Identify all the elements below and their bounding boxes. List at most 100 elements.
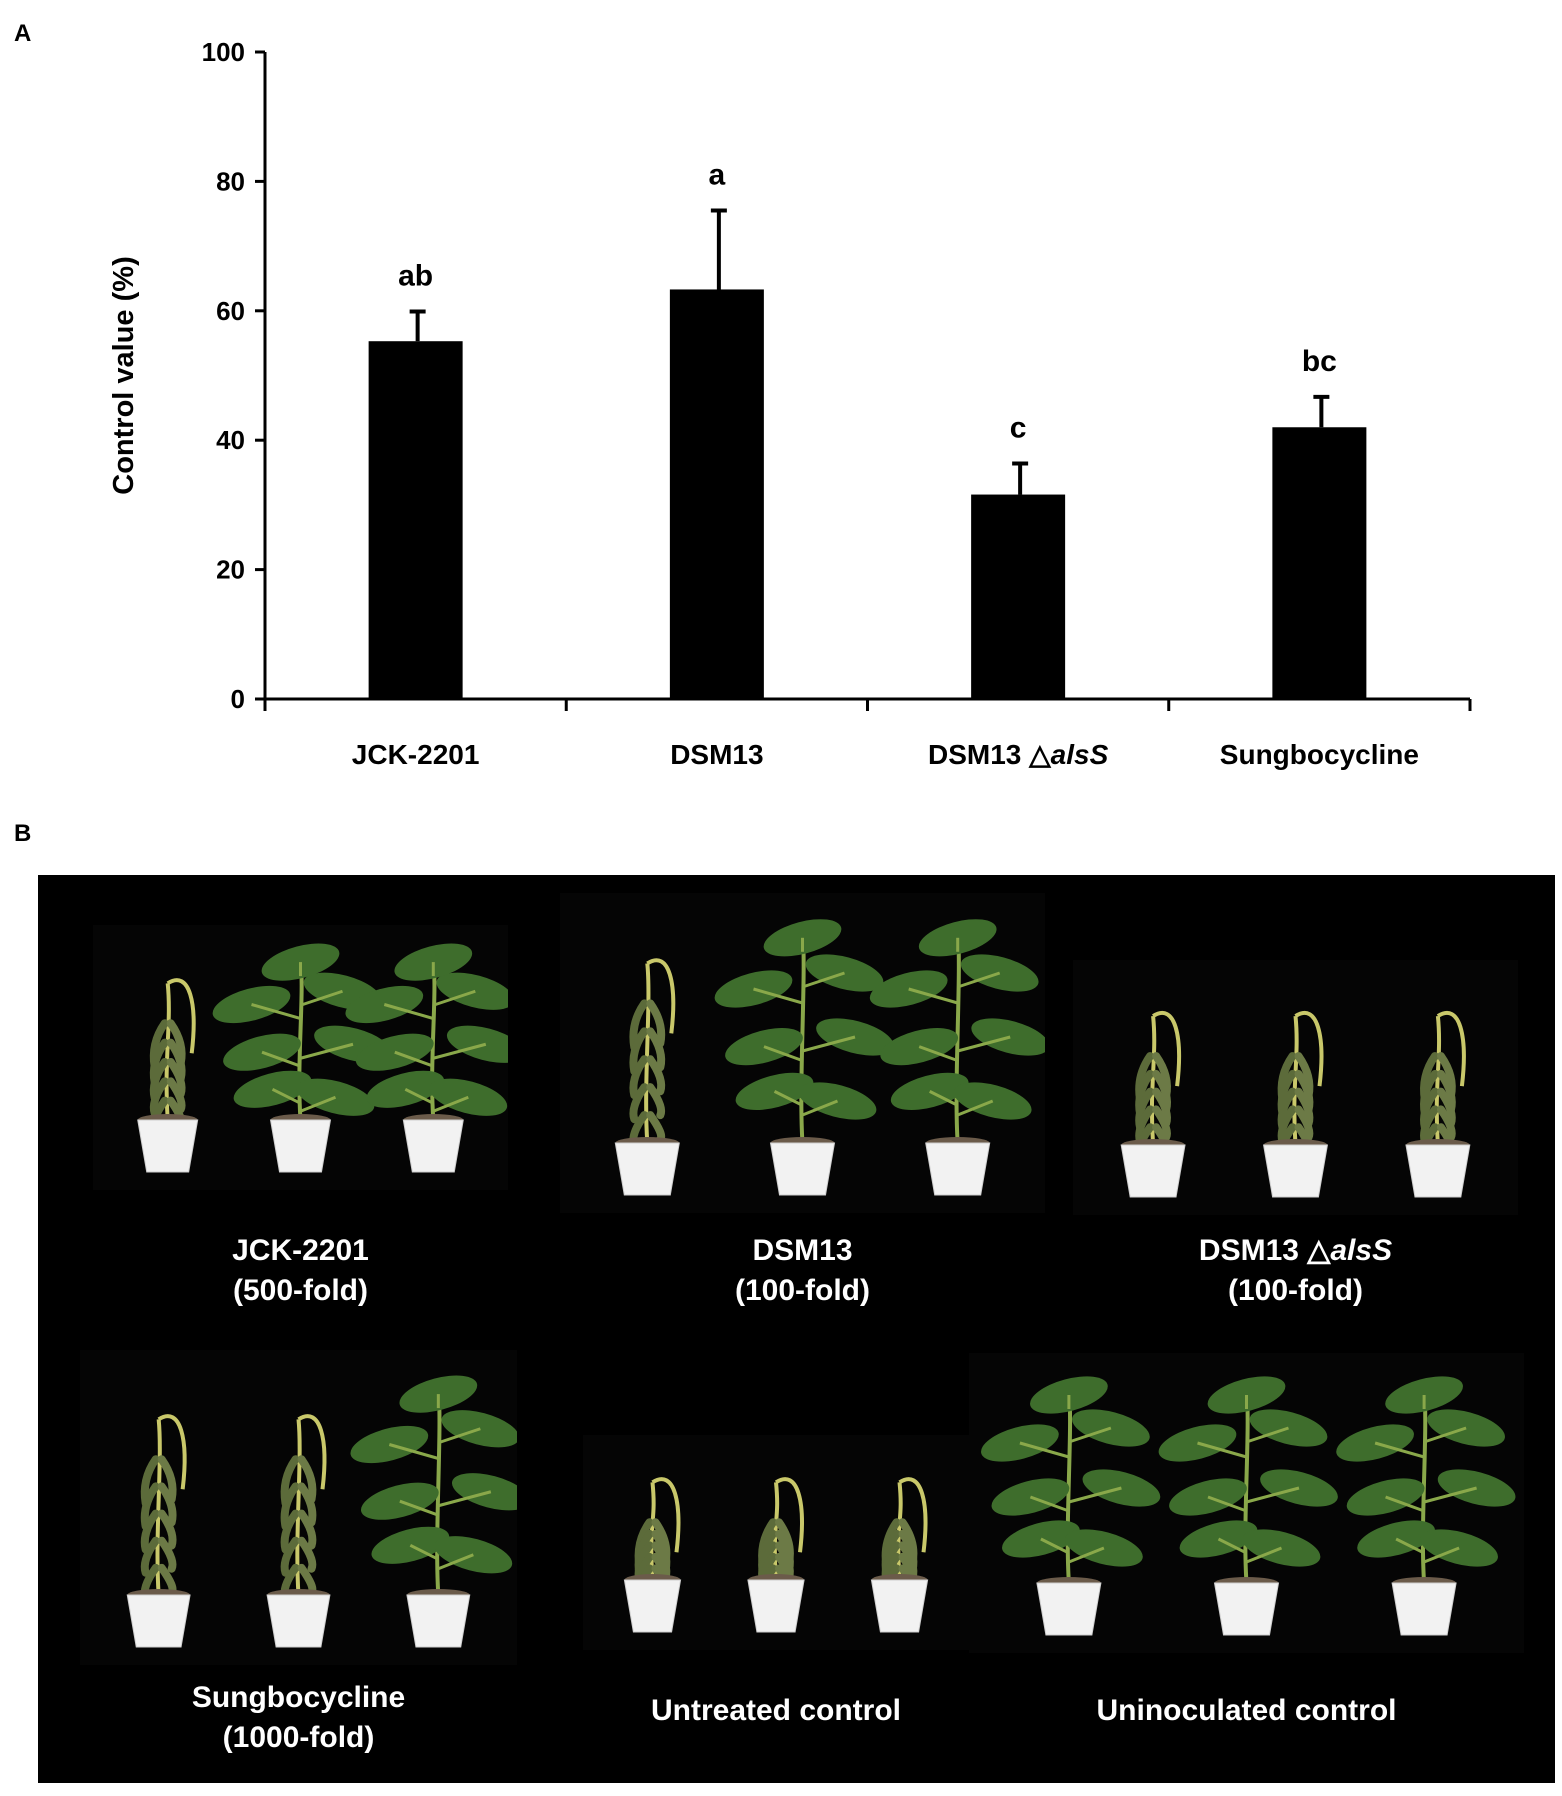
- wilted-tip: [774, 1477, 804, 1553]
- wilted-leaf: [297, 1509, 317, 1550]
- plant-leaf: [1427, 1409, 1505, 1447]
- photo-untreated: [583, 1435, 969, 1650]
- plant-petiole: [802, 1035, 856, 1053]
- plant-petiole: [251, 1003, 301, 1020]
- plant-leaf: [451, 1473, 517, 1511]
- pot: [747, 1579, 805, 1633]
- bar: [971, 494, 1066, 699]
- y-tick-label: 40: [216, 425, 245, 455]
- panel-b-letter: B: [14, 820, 32, 847]
- plant-leaf: [763, 919, 842, 957]
- pot: [137, 1119, 199, 1173]
- pot: [1405, 1144, 1471, 1198]
- wilted-leaf: [140, 1482, 160, 1531]
- pot: [1391, 1582, 1457, 1636]
- plant-leaf: [360, 1482, 439, 1520]
- caption-sungbocycline-line2: (1000-fold): [222, 1721, 375, 1754]
- plant-petiole: [1068, 1546, 1105, 1564]
- plant-leaf: [394, 943, 473, 981]
- caption-sungbocycline-line1: Sungbocycline: [191, 1681, 406, 1714]
- x-category-label: DSM13: [670, 739, 763, 770]
- y-tick-label: 60: [216, 296, 245, 326]
- plant-petiole: [383, 1003, 434, 1020]
- x-category-label-main: DSM13: [670, 739, 763, 770]
- wilted-leaf: [297, 1455, 317, 1504]
- plant-petiole: [399, 1499, 439, 1517]
- wilted-leaf: [646, 1083, 666, 1120]
- plant-petiole: [404, 1087, 434, 1105]
- x-category-label: JCK-2201: [352, 739, 480, 770]
- plant-petiole: [1423, 1546, 1460, 1564]
- plant-petiole: [299, 1095, 337, 1113]
- plant-petiole: [271, 1087, 302, 1105]
- wilted-leaf: [140, 1536, 160, 1577]
- bar: [1272, 427, 1367, 699]
- wilted-leaf: [629, 1083, 649, 1124]
- wilted-leaf: [629, 1055, 649, 1100]
- plant-leaf: [1437, 1469, 1516, 1507]
- caption-jck2201-line2: (500-fold): [233, 1274, 368, 1307]
- wilted-tip: [1436, 1011, 1466, 1087]
- wilted-leaf: [157, 1536, 177, 1573]
- caption-dsm13-line1: DSM13: [752, 1234, 853, 1267]
- plant-petiole: [437, 1427, 481, 1445]
- pot: [1213, 1582, 1280, 1636]
- wilted-leaf: [280, 1536, 300, 1577]
- plant-petiole: [261, 1050, 302, 1068]
- y-tick-label: 0: [231, 684, 245, 714]
- plant-petiole: [1423, 1426, 1467, 1444]
- pot: [623, 1579, 682, 1633]
- wilted-leaf: [297, 1482, 317, 1527]
- pot: [266, 1594, 331, 1648]
- photo-jck2201: [93, 925, 508, 1190]
- plant-petiole: [437, 1553, 474, 1571]
- caption-dsm13-alss-line1: DSM13 △alsS: [1073, 1231, 1518, 1271]
- pot: [126, 1594, 191, 1648]
- caption-uninoculated: Uninoculated control: [969, 1691, 1524, 1731]
- pot: [1120, 1144, 1186, 1198]
- plant-leaf: [446, 1025, 508, 1063]
- caption-dsm13-alss-line2: (100-fold): [1228, 1274, 1363, 1307]
- bar-chart: 0 20 40 60 80 100 Control value (%) ab JCK-2201 a…: [108, 37, 1472, 770]
- plant-petiole: [388, 1443, 439, 1460]
- plant-petiole: [1395, 1537, 1425, 1555]
- caption-jck2201-line1: JCK-2201: [232, 1234, 369, 1267]
- plant-leaf: [261, 943, 340, 981]
- plant-petiole: [1423, 1486, 1477, 1504]
- pot: [1262, 1144, 1329, 1198]
- wilted-leaf: [1436, 1105, 1456, 1142]
- plant-stem: [155, 1419, 162, 1596]
- y-tick-label: 20: [216, 555, 245, 585]
- wilted-leaf: [157, 1455, 177, 1504]
- plant-petiole: [957, 1099, 994, 1117]
- plant-stem: [295, 1419, 302, 1596]
- wilted-tip: [1294, 1011, 1324, 1087]
- pot: [614, 1142, 680, 1196]
- plant-petiole: [763, 1045, 804, 1063]
- plant-petiole: [773, 1090, 804, 1107]
- y-tick-label: 80: [216, 166, 245, 196]
- significance-label: c: [1010, 411, 1027, 444]
- wilted-leaf: [1294, 1105, 1314, 1142]
- plant-petiole: [908, 987, 959, 1005]
- wilted-leaf: [157, 1509, 177, 1550]
- plant-petiole: [1217, 1537, 1248, 1555]
- y-axis-label: Control value (%): [108, 256, 140, 494]
- plant-stem: [644, 963, 651, 1144]
- plant-petiole: [957, 1035, 1011, 1053]
- plant-petiole: [300, 989, 343, 1007]
- plant-petiole: [1197, 1441, 1247, 1459]
- wilted-leaf: [646, 999, 666, 1048]
- photo-sungbocycline: [80, 1350, 517, 1665]
- pot: [1036, 1582, 1102, 1636]
- plant-leaf: [355, 1033, 434, 1071]
- x-category-label: Sungbocycline: [1220, 739, 1419, 770]
- plant-leaf: [918, 919, 997, 957]
- plant-petiole: [1040, 1537, 1070, 1555]
- wilted-leaf: [1152, 1105, 1171, 1142]
- wilted-leaf: [297, 1536, 317, 1573]
- x-category-label-main: Sungbocycline: [1220, 739, 1419, 770]
- wilted-tip: [166, 978, 196, 1054]
- wilted-leaf: [280, 1509, 300, 1554]
- wilted-leaf: [629, 1027, 649, 1076]
